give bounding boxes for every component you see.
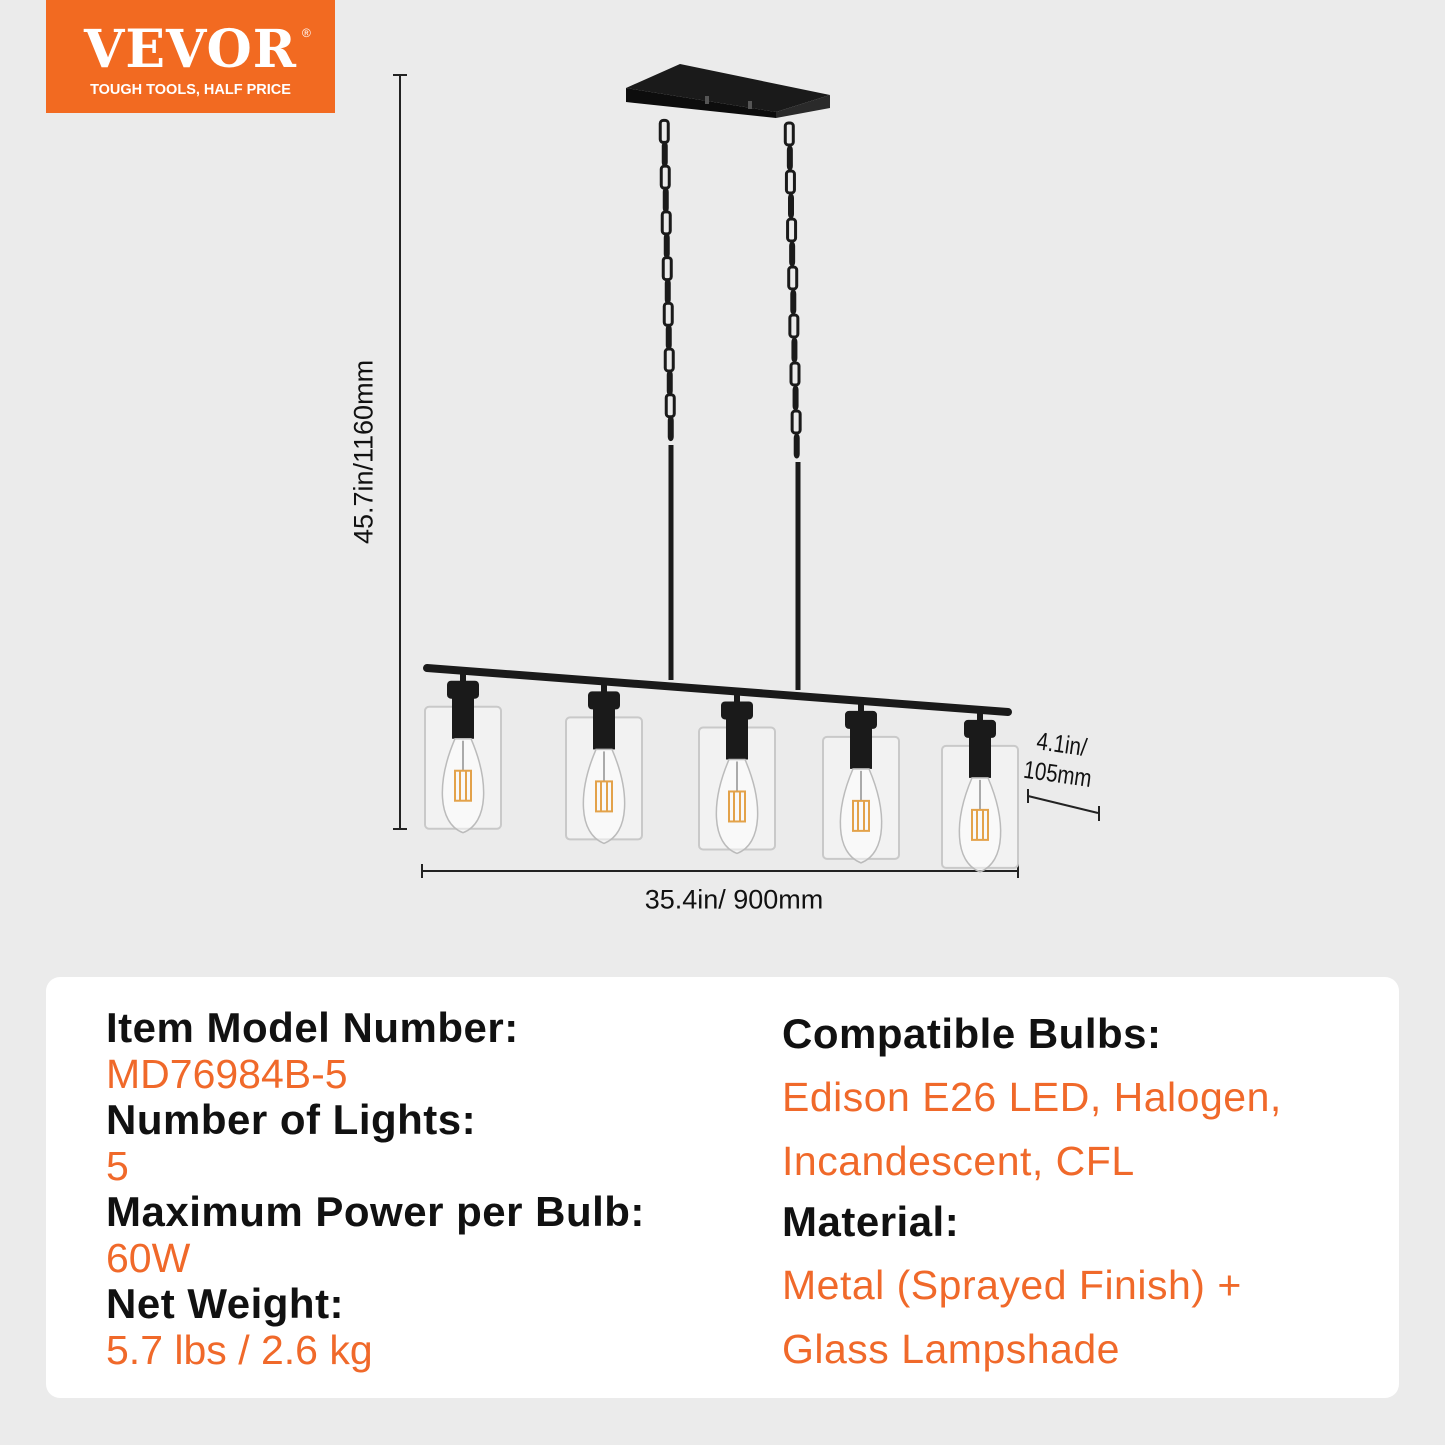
bulb-filament bbox=[852, 799, 870, 832]
width-label: 35.4in/ 900mm bbox=[644, 884, 824, 915]
lamp bbox=[424, 670, 502, 834]
socket-stem bbox=[601, 681, 607, 694]
socket-body bbox=[850, 726, 872, 769]
chain-link bbox=[664, 278, 671, 304]
chain-link bbox=[787, 265, 799, 291]
down-rods bbox=[668, 445, 801, 690]
socket-cap bbox=[721, 701, 753, 720]
specs-right-column: Compatible Bulbs: Edison E26 LED, Haloge… bbox=[782, 1005, 1282, 1381]
crossbar bbox=[423, 664, 1012, 716]
socket-stem bbox=[460, 670, 466, 683]
socket-body bbox=[452, 696, 474, 739]
chain-link bbox=[791, 337, 798, 363]
ceiling-canopy bbox=[626, 64, 830, 118]
socket-cap bbox=[588, 691, 620, 710]
socket-body bbox=[593, 707, 615, 750]
depth-label: 4.1in/ 105mm bbox=[1022, 725, 1098, 794]
bulb bbox=[582, 748, 626, 845]
depth-dimension-line bbox=[1027, 789, 1100, 821]
chain-link bbox=[784, 169, 796, 195]
chain-link bbox=[663, 233, 670, 259]
chain-link bbox=[786, 145, 793, 171]
socket-body bbox=[726, 717, 748, 760]
logo-brand: VEVOR bbox=[84, 19, 297, 80]
lamp bbox=[941, 709, 1019, 873]
bulb bbox=[958, 777, 1002, 873]
chain-link bbox=[658, 118, 670, 144]
spec-value-weight: 5.7 lbs / 2.6 kg bbox=[106, 1327, 373, 1373]
logo-tagline: TOUGH TOOLS, HALF PRICE bbox=[90, 82, 291, 98]
chain-link bbox=[663, 347, 675, 373]
spec-value-material: Metal (Sprayed Finish) + Glass Lampshade bbox=[782, 1253, 1282, 1381]
chain-link bbox=[788, 193, 794, 219]
chains bbox=[658, 118, 802, 459]
height-dimension-line bbox=[393, 74, 407, 830]
socket-cap bbox=[964, 719, 996, 738]
bulb bbox=[441, 737, 485, 834]
bulb-filament bbox=[595, 780, 613, 813]
specs-card: Item Model Number: MD76984B-5 Number of … bbox=[46, 977, 1399, 1398]
spec-value-bulbs: Edison E26 LED, Halogen, Incandescent, C… bbox=[782, 1065, 1282, 1193]
chain-link bbox=[786, 217, 798, 243]
bulb bbox=[715, 758, 759, 855]
chain-link bbox=[662, 301, 674, 327]
spec-label-power: Maximum Power per Bulb: bbox=[106, 1188, 645, 1235]
chain-link bbox=[793, 433, 800, 459]
chain-link bbox=[661, 141, 668, 167]
bulb-filament bbox=[971, 808, 989, 841]
chain-link bbox=[664, 393, 676, 419]
socket-cap bbox=[447, 680, 479, 699]
spec-value-material-line2: Glass Lampshade bbox=[782, 1326, 1120, 1372]
socket-cap bbox=[845, 710, 877, 729]
chain-link bbox=[789, 361, 801, 387]
spec-value-power: 60W bbox=[106, 1235, 191, 1281]
socket-stem bbox=[858, 700, 864, 713]
chain-link bbox=[790, 289, 797, 315]
spec-label-weight: Net Weight: bbox=[106, 1280, 345, 1327]
chain-link bbox=[792, 385, 799, 411]
chain-link bbox=[667, 416, 674, 442]
chain-link bbox=[661, 256, 673, 282]
lamps bbox=[424, 670, 1019, 873]
chain-link bbox=[666, 370, 673, 396]
chain-link bbox=[659, 164, 671, 190]
socket-stem bbox=[734, 691, 740, 704]
lamp bbox=[698, 691, 776, 855]
lamp bbox=[565, 681, 643, 845]
spec-value-bulbs-line2: Incandescent, CFL bbox=[782, 1138, 1135, 1184]
chain-link bbox=[789, 241, 796, 267]
chandelier-illustration bbox=[393, 64, 1100, 878]
spec-value-lights: 5 bbox=[106, 1143, 129, 1189]
lamp bbox=[822, 700, 900, 864]
socket-body bbox=[969, 735, 991, 778]
width-dimension-line bbox=[421, 864, 1019, 878]
chain-link bbox=[660, 210, 672, 236]
specs-left-column: Item Model Number: MD76984B-5 Number of … bbox=[106, 1004, 645, 1374]
bulb-filament bbox=[728, 790, 746, 823]
bulb bbox=[839, 768, 883, 864]
spec-label-model: Item Model Number: bbox=[106, 1004, 519, 1051]
spec-value-bulbs-line1: Edison E26 LED, Halogen, bbox=[782, 1074, 1282, 1120]
height-label: 45.7in/1160mm bbox=[348, 359, 379, 545]
bulb-filament bbox=[454, 769, 472, 802]
spec-label-bulbs: Compatible Bulbs: bbox=[782, 1010, 1162, 1057]
logo-registered-mark: ® bbox=[302, 26, 311, 40]
vevor-logo: VEVOR ® TOUGH TOOLS, HALF PRICE bbox=[46, 0, 335, 113]
spec-label-lights: Number of Lights: bbox=[106, 1096, 477, 1143]
chain-link bbox=[790, 409, 802, 435]
chain-link bbox=[783, 121, 795, 147]
chain-link bbox=[665, 324, 672, 350]
chain-link bbox=[788, 313, 800, 339]
spec-value-model: MD76984B-5 bbox=[106, 1051, 348, 1097]
chain-link bbox=[662, 187, 669, 213]
spec-label-material: Material: bbox=[782, 1198, 960, 1245]
socket-stem bbox=[977, 709, 983, 722]
spec-value-material-line1: Metal (Sprayed Finish) + bbox=[782, 1262, 1242, 1308]
